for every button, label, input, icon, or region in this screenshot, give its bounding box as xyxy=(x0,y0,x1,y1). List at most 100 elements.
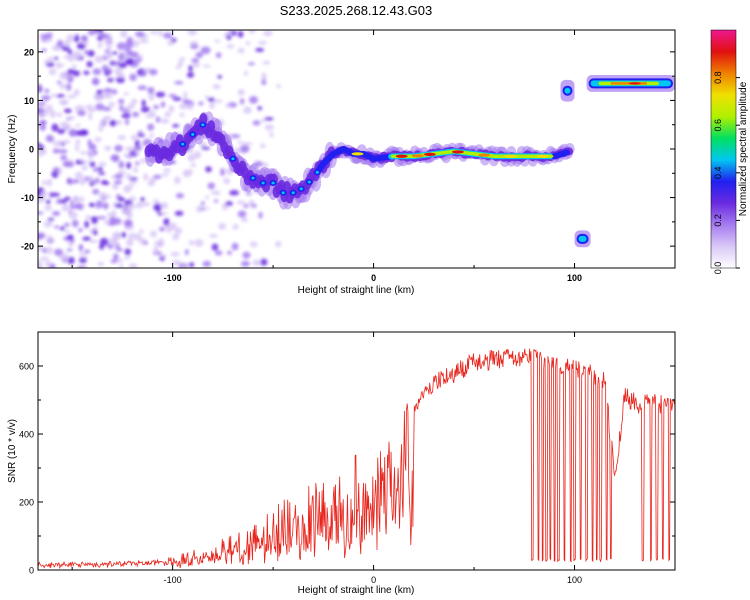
noise-blob xyxy=(153,174,162,180)
island-inner xyxy=(578,235,587,242)
snr-marks xyxy=(38,348,675,570)
noise-blob xyxy=(81,35,88,42)
noise-blob xyxy=(106,45,112,51)
noise-blob xyxy=(207,97,215,102)
noise-blob xyxy=(110,259,118,264)
noise-blob xyxy=(86,61,93,68)
colorbar: 0.0 0.2 0.4 0.6 0.8 Normalized spectral ampl… xyxy=(710,29,749,274)
noise-blob xyxy=(117,196,125,202)
noise-blob xyxy=(118,62,127,69)
noise-blob xyxy=(83,70,90,75)
snr-ylabel: SNR (10 * v/v) xyxy=(7,419,18,483)
noise-blob xyxy=(188,65,193,72)
noise-blob xyxy=(79,151,89,155)
noise-blob xyxy=(144,114,155,118)
noise-blob xyxy=(101,181,110,186)
noise-blob xyxy=(124,255,131,260)
noise-blob xyxy=(59,253,69,262)
noise-blob xyxy=(134,148,140,155)
noise-blob xyxy=(59,72,70,80)
noise-blob xyxy=(143,172,149,181)
noise-blob xyxy=(252,120,261,126)
noise-blob xyxy=(97,41,103,49)
noise-blob xyxy=(38,232,43,241)
noise-blob xyxy=(147,123,155,131)
noise-blob xyxy=(96,89,104,94)
noise-blob xyxy=(241,217,248,222)
noise-blob xyxy=(73,178,79,184)
noise-blob xyxy=(110,154,119,162)
noise-blob xyxy=(215,52,222,59)
noise-blob xyxy=(155,116,161,123)
noise-blob xyxy=(170,251,180,257)
noise-blob xyxy=(140,106,150,113)
ridge-hotspot xyxy=(504,154,517,158)
noise-blob xyxy=(44,88,50,94)
noise-blob xyxy=(99,237,109,246)
noise-blob xyxy=(214,39,221,43)
noise-blob xyxy=(116,42,126,51)
noise-blob xyxy=(87,30,96,36)
noise-blob xyxy=(91,218,98,224)
noise-blob xyxy=(212,99,223,104)
ridge-hotspot xyxy=(411,154,424,158)
noise-blob xyxy=(125,57,135,65)
noise-blob xyxy=(126,238,134,247)
noise-blob xyxy=(114,173,124,180)
noise-blob xyxy=(98,124,104,132)
noise-blob xyxy=(63,108,72,114)
noise-blob xyxy=(190,163,197,168)
noise-blob xyxy=(232,224,239,230)
noise-blob xyxy=(204,95,210,100)
noise-blob xyxy=(174,210,184,216)
noise-blob xyxy=(175,65,182,70)
noise-blob xyxy=(125,146,135,152)
snr-panel: -100 0 100 0 200 400 600 Height of straight li… xyxy=(7,331,676,596)
noise-blob xyxy=(76,43,86,50)
noise-blob xyxy=(67,94,77,99)
noise-blob xyxy=(239,98,245,105)
noise-blob xyxy=(51,123,59,132)
noise-blob xyxy=(103,34,109,39)
noise-blob xyxy=(74,171,84,179)
noise-blob xyxy=(88,202,95,207)
noise-blob xyxy=(77,110,86,117)
noise-blob xyxy=(172,96,182,101)
noise-blob xyxy=(259,143,266,149)
noise-blob xyxy=(204,195,210,200)
noise-blob xyxy=(131,111,140,118)
noise-blob xyxy=(242,142,253,146)
noise-blob xyxy=(135,31,145,38)
noise-blob xyxy=(126,36,134,45)
noise-blob xyxy=(104,39,110,46)
noise-blob xyxy=(129,73,137,82)
noise-blob xyxy=(139,39,149,44)
noise-blob xyxy=(58,98,69,105)
noise-blob xyxy=(106,77,114,83)
noise-blob xyxy=(79,196,85,202)
noise-blob xyxy=(59,83,67,90)
noise-blob xyxy=(263,30,273,37)
noise-blob xyxy=(240,260,250,267)
noise-blob xyxy=(140,197,145,202)
noise-blob xyxy=(127,232,138,240)
ridge-peak xyxy=(547,154,554,159)
noise-blob xyxy=(63,229,71,234)
noise-blob xyxy=(126,205,132,211)
ridge-blob-core xyxy=(315,170,319,174)
noise-blob xyxy=(43,220,53,228)
noise-blob xyxy=(155,91,166,98)
noise-blob xyxy=(103,115,112,120)
noise-blob xyxy=(262,60,270,65)
noise-blob xyxy=(88,112,93,121)
noise-blob xyxy=(186,71,195,78)
y-tick-label: 10 xyxy=(24,96,34,106)
x-tick-label: 100 xyxy=(567,575,582,585)
ridge-blob-core xyxy=(231,157,235,161)
noise-blob xyxy=(226,44,235,49)
noise-blob xyxy=(55,63,65,68)
noise-blob xyxy=(103,87,113,94)
colorbar-tick-label: 0.4 xyxy=(713,167,723,180)
noise-blob xyxy=(137,85,147,91)
noise-blob xyxy=(96,216,107,220)
